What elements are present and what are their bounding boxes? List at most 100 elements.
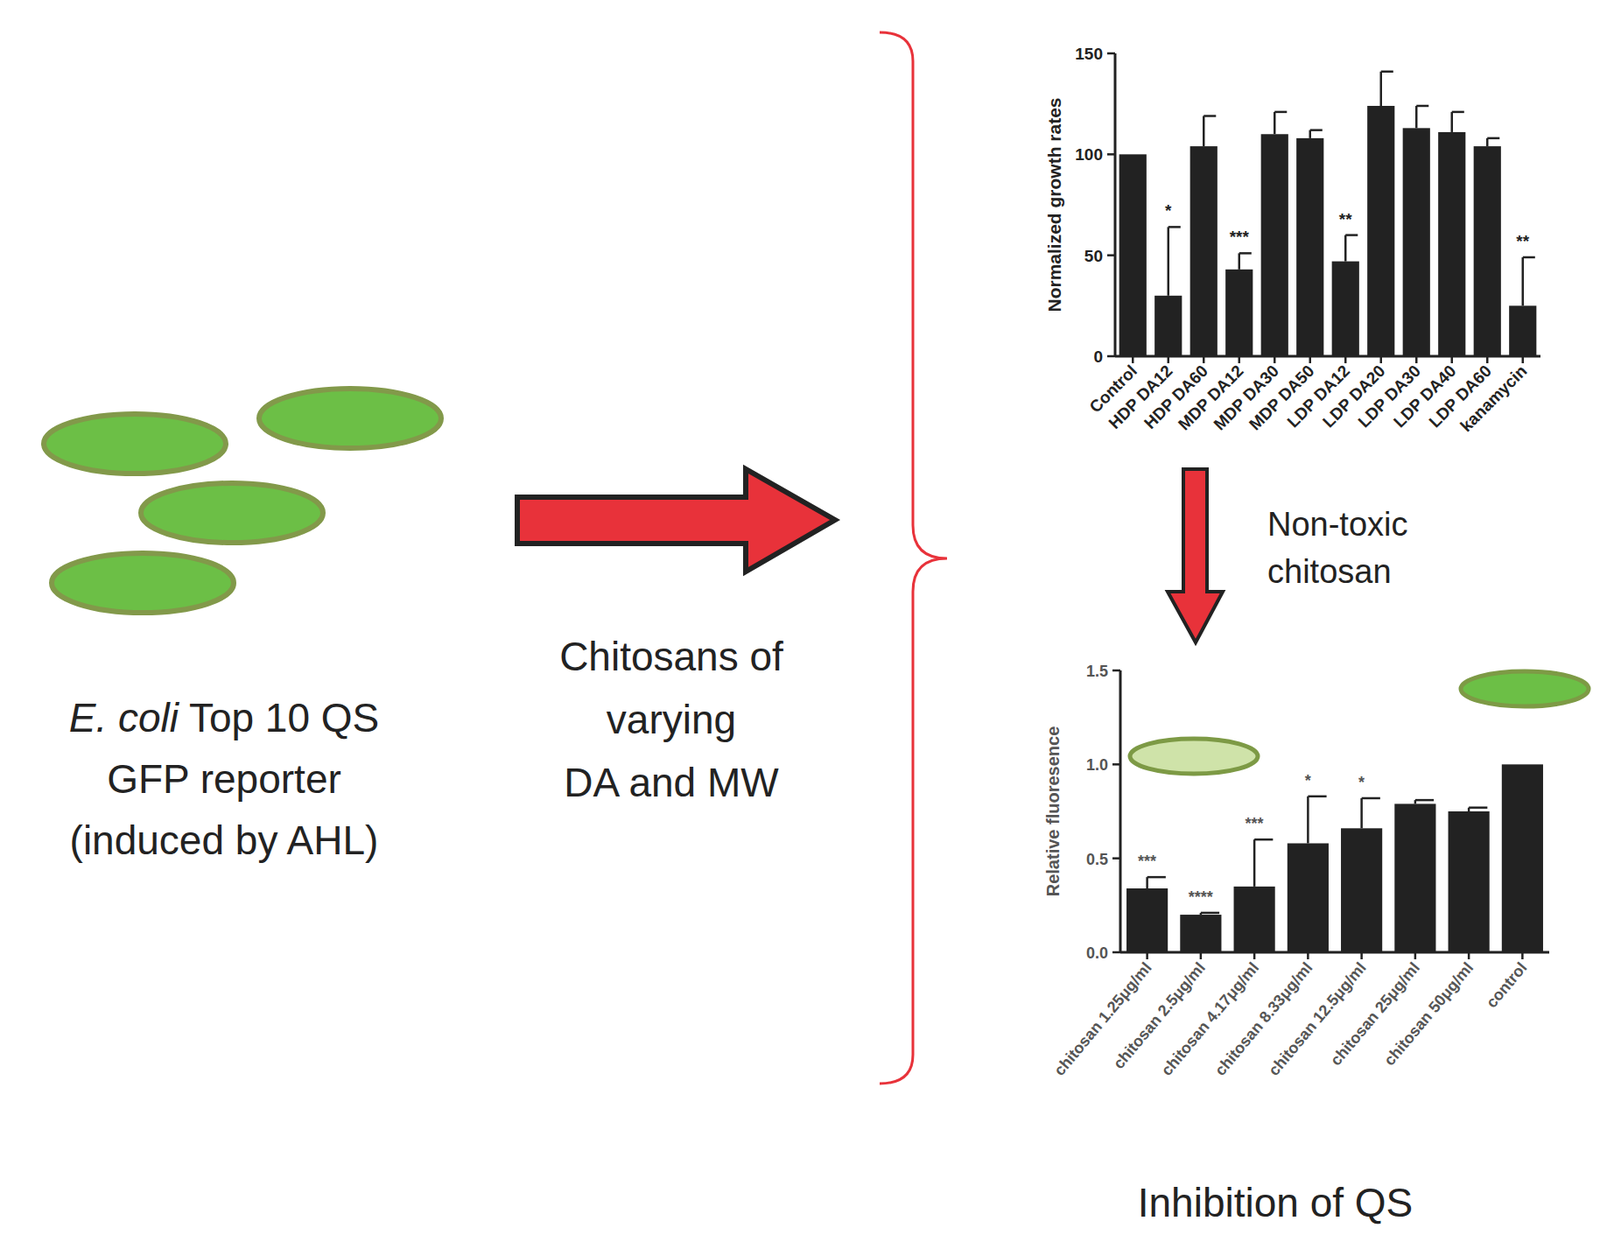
error-cap — [1487, 137, 1500, 141]
error-bar — [1416, 105, 1429, 128]
x-axis — [1115, 355, 1541, 358]
error-line — [1344, 235, 1348, 262]
bar — [1394, 803, 1436, 953]
bar — [1438, 132, 1466, 357]
bottom-label: Inhibition of QS — [1137, 1179, 1414, 1226]
bar — [1367, 105, 1395, 357]
bar — [1261, 133, 1289, 357]
error-bar — [1381, 71, 1394, 106]
x-tick-label: control — [1482, 959, 1531, 1012]
significance: * — [1358, 773, 1365, 792]
bar — [1448, 811, 1490, 953]
error-bar — [1168, 226, 1181, 295]
bar — [1501, 764, 1544, 953]
left-label: E. coli Top 10 QS — [69, 694, 380, 741]
marks — [1126, 764, 1544, 953]
x-tick-label: chitosan 4.17μg/ml — [1157, 959, 1263, 1080]
error-cap — [1147, 876, 1166, 879]
x-tick-label: chitosan 12.5μg/ml — [1264, 959, 1369, 1080]
error-cap — [1345, 233, 1358, 237]
y-axis — [1119, 670, 1123, 953]
arrow-label: DA and MW — [563, 759, 779, 806]
down-label: chitosan — [1267, 553, 1392, 590]
error-bar — [1203, 116, 1216, 148]
error-line — [1202, 116, 1206, 148]
error-cap — [1468, 806, 1488, 809]
error-bar — [1361, 798, 1381, 829]
bacterium — [51, 553, 234, 613]
error-line — [1451, 112, 1454, 133]
y-tick-label: 0 — [1093, 347, 1103, 366]
error-bar — [1345, 235, 1358, 262]
bacterium — [43, 414, 226, 474]
bacterium — [140, 483, 323, 543]
arrow-label: Chitosans of — [559, 633, 784, 680]
down-label: Non-toxic — [1267, 505, 1409, 543]
bar — [1126, 888, 1168, 953]
error-cap — [1200, 912, 1220, 915]
x-tick-label: kanamycin — [1456, 361, 1530, 436]
significance: * — [1305, 771, 1312, 790]
x-tick-label: chitosan 2.5μg/ml — [1109, 959, 1209, 1073]
error-bar — [1239, 252, 1252, 269]
error-bar — [1468, 807, 1488, 812]
bar — [1296, 138, 1324, 357]
label-line: Top 10 QS — [178, 694, 379, 741]
bar — [1508, 305, 1537, 357]
error-cap — [1203, 114, 1216, 118]
error-bar — [1254, 839, 1273, 887]
chart: 0.00.51.01.5Relative fluoresence***chito… — [1043, 662, 1550, 1080]
error-line — [1360, 798, 1363, 829]
error-line — [1238, 252, 1242, 269]
error-line — [1306, 796, 1310, 844]
bar — [1225, 269, 1253, 357]
bar — [1287, 842, 1329, 953]
error-cap — [1254, 838, 1273, 842]
bar — [1119, 154, 1147, 357]
bacterium — [259, 388, 442, 449]
y-tick-label: 1.5 — [1086, 662, 1109, 681]
error-line — [1273, 112, 1277, 134]
error-bar — [1415, 800, 1434, 804]
error-line — [1145, 877, 1149, 889]
left-label: GFP reporter — [106, 756, 342, 802]
chart: 050100150Normalized growth ratesControl*… — [1044, 44, 1541, 436]
y-tick-label: 50 — [1084, 246, 1103, 266]
x-axis — [1120, 951, 1550, 955]
y-axis-label: Normalized growth rates — [1044, 97, 1065, 312]
significance: * — [1164, 201, 1172, 220]
error-cap — [1274, 111, 1287, 114]
error-cap — [1416, 105, 1429, 108]
error-line — [1415, 105, 1418, 128]
y-tick-label: 1.0 — [1086, 756, 1109, 774]
bar — [1179, 914, 1222, 953]
significance: ** — [1339, 210, 1353, 229]
canvas: E. coli Top 10 QS GFP reporter (induced by… — [0, 0, 1600, 1242]
error-line — [1167, 226, 1171, 295]
arrow — [517, 469, 836, 572]
error-line — [1486, 138, 1489, 147]
significance: ** — [1515, 231, 1530, 251]
significance: *** — [1229, 227, 1250, 246]
x-tick-label: chitosan 50μg/ml — [1380, 959, 1477, 1070]
bar — [1403, 127, 1431, 357]
arrow — [1167, 469, 1223, 643]
significance: *** — [1137, 852, 1157, 871]
y-axis-label: Relative fluoresence — [1043, 726, 1063, 898]
bar — [1190, 146, 1218, 357]
x-tick-label: chitosan 25μg/ml — [1326, 959, 1424, 1070]
left-label: (induced by AHL) — [70, 817, 379, 864]
error-bar — [1310, 130, 1323, 139]
error-bar — [1147, 877, 1166, 889]
error-cap — [1361, 797, 1381, 800]
error-line — [1309, 130, 1313, 139]
error-line — [1253, 839, 1257, 887]
error-cap — [1452, 111, 1465, 114]
x-tick-label: chitosan 1.25μg/ml — [1050, 959, 1155, 1080]
bar — [1332, 261, 1360, 357]
error-line — [1380, 71, 1383, 106]
error-bar — [1274, 112, 1287, 134]
y-axis — [1114, 53, 1117, 357]
y-tick-label: 100 — [1074, 145, 1103, 164]
error-cap — [1239, 252, 1252, 255]
